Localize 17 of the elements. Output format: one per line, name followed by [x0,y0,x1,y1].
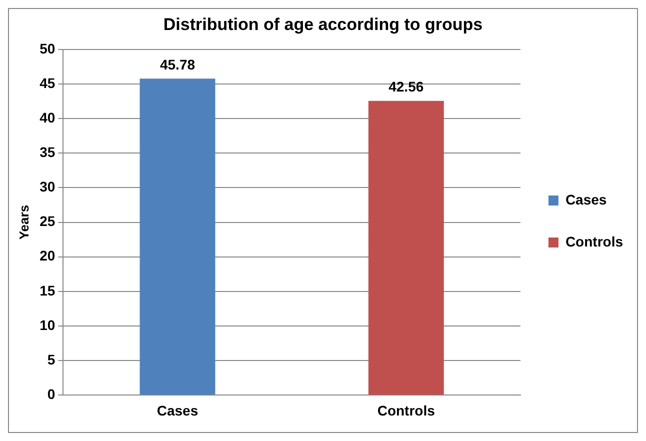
y-tick-label: 20 [40,248,56,264]
y-tick-label: 40 [40,109,56,126]
y-tick-label: 45 [40,74,56,91]
data-label: 42.56 [388,78,424,95]
y-tick-label: 5 [47,351,56,368]
y-axis-title: Years [16,204,32,240]
y-tick-label: 15 [40,282,56,298]
y-tick-label: 25 [40,213,56,230]
data-label: 45.78 [160,56,196,72]
y-tick-label: 30 [40,178,56,195]
y-tick-label: 50 [40,40,56,56]
legend-label: Cases [565,191,607,208]
y-tick-label: 35 [40,144,56,160]
y-tick-label: 0 [47,386,56,402]
chart-title: Distribution of age according to groups [163,14,483,34]
legend-label: Controls [565,233,624,250]
y-tick-label: 10 [40,316,56,333]
